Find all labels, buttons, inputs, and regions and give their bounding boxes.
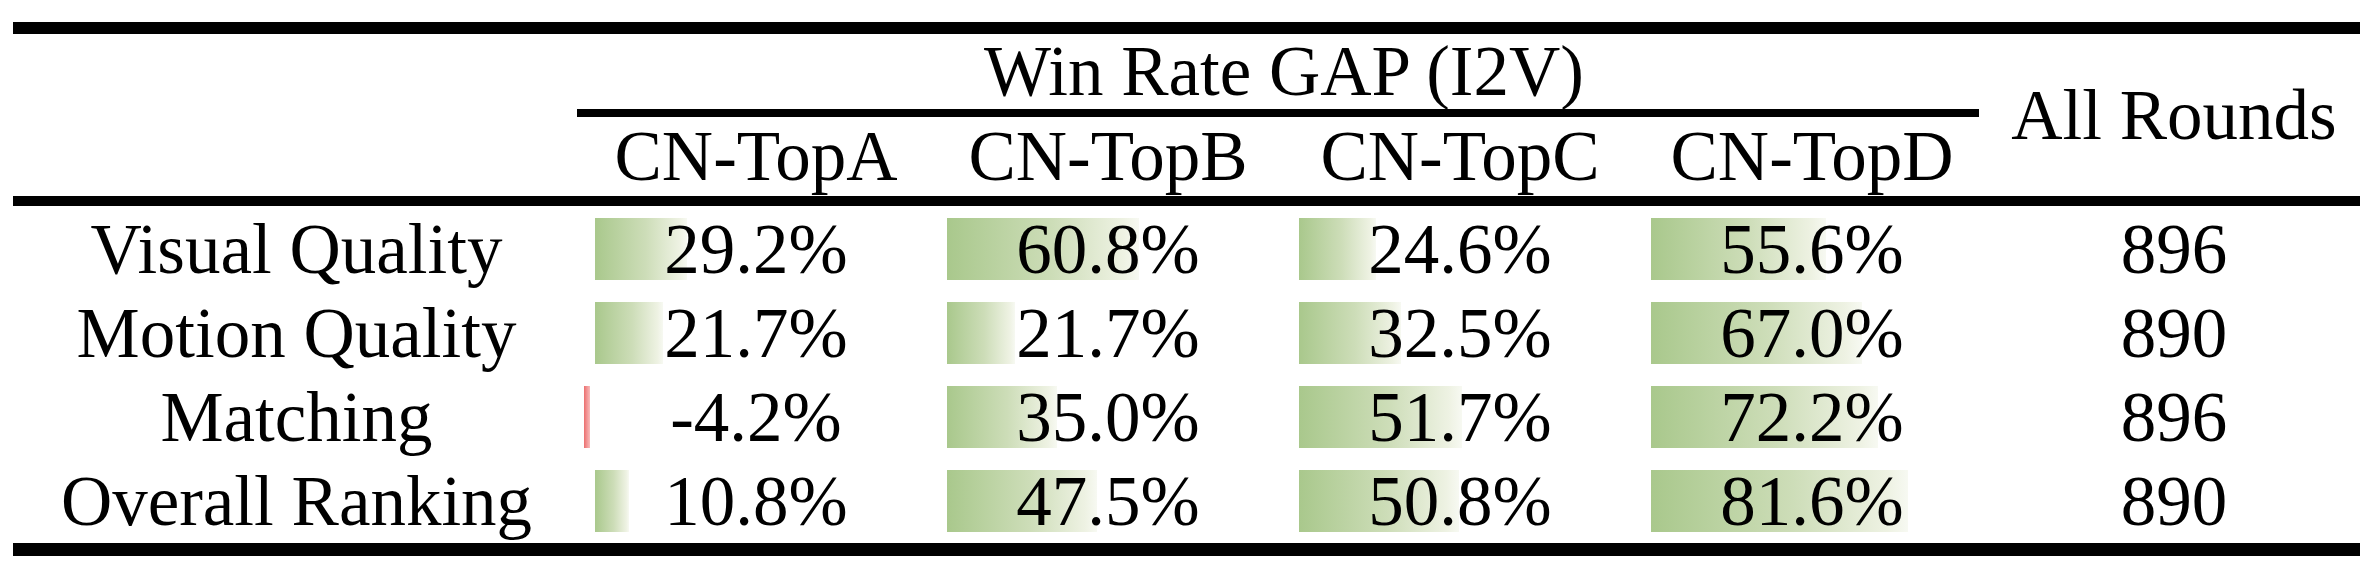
table-row-visual-quality: Visual Quality 29.2% 60.8% 24.6% 55.6% 8… — [13, 207, 2360, 291]
table-rule-under-group-header — [577, 109, 1979, 117]
table-rule-below-headers — [13, 196, 2360, 206]
value-cell: 67.0% — [1636, 291, 1988, 375]
value-text: 10.8% — [664, 466, 847, 537]
header-spacer — [13, 117, 580, 196]
value-text: 55.6% — [1720, 214, 1903, 285]
data-bar — [584, 386, 590, 448]
value-text: 72.2% — [1720, 382, 1903, 453]
value-text: 32.5% — [1368, 298, 1551, 369]
header-spacer-right — [1988, 117, 2360, 196]
all-rounds-value: 896 — [1988, 207, 2360, 291]
results-table: Win Rate GAP (I2V) All Rounds CN-TopA CN… — [0, 0, 2374, 570]
data-bar — [595, 302, 663, 364]
header-spacer — [13, 34, 580, 109]
column-header-cn-topc: CN-TopC — [1284, 117, 1636, 196]
value-cell: 29.2% — [580, 207, 932, 291]
group-header-win-rate-gap: Win Rate GAP (I2V) — [580, 34, 1988, 109]
value-text: 51.7% — [1368, 382, 1551, 453]
column-header-cn-topb: CN-TopB — [932, 117, 1284, 196]
value-cell: 10.8% — [580, 459, 932, 543]
value-cell: 81.6% — [1636, 459, 1988, 543]
all-rounds-value: 890 — [1988, 459, 2360, 543]
table-row-matching: Matching -4.2% 35.0% 51.7% 72.2% 896 — [13, 375, 2360, 459]
data-bar — [595, 470, 629, 532]
value-text: 24.6% — [1368, 214, 1551, 285]
row-label: Overall Ranking — [13, 459, 580, 543]
value-text: 21.7% — [1016, 298, 1199, 369]
value-cell: 21.7% — [932, 291, 1284, 375]
value-text: 81.6% — [1720, 466, 1903, 537]
value-text: 35.0% — [1016, 382, 1199, 453]
data-bar — [1299, 218, 1376, 280]
column-header-row: CN-TopA CN-TopB CN-TopC CN-TopD — [13, 117, 2360, 196]
row-label: Matching — [13, 375, 580, 459]
value-text: 67.0% — [1720, 298, 1903, 369]
value-cell: 72.2% — [1636, 375, 1988, 459]
value-cell: 55.6% — [1636, 207, 1988, 291]
value-cell: 21.7% — [580, 291, 932, 375]
value-text: 21.7% — [664, 298, 847, 369]
value-text: -4.2% — [670, 382, 842, 453]
value-cell: 32.5% — [1284, 291, 1636, 375]
value-text: 29.2% — [664, 214, 847, 285]
value-cell: 50.8% — [1284, 459, 1636, 543]
all-rounds-value: 890 — [1988, 291, 2360, 375]
value-cell: 60.8% — [932, 207, 1284, 291]
value-cell: 35.0% — [932, 375, 1284, 459]
table-row-motion-quality: Motion Quality 21.7% 21.7% 32.5% 67.0% 8… — [13, 291, 2360, 375]
data-bar — [947, 302, 1015, 364]
all-rounds-value: 896 — [1988, 375, 2360, 459]
value-text: 60.8% — [1016, 214, 1199, 285]
column-header-cn-topd: CN-TopD — [1636, 117, 1988, 196]
value-cell: 47.5% — [932, 459, 1284, 543]
row-label: Visual Quality — [13, 207, 580, 291]
table-rule-bottom — [13, 543, 2360, 556]
column-header-cn-topa: CN-TopA — [580, 117, 932, 196]
value-cell: 51.7% — [1284, 375, 1636, 459]
value-text: 47.5% — [1016, 466, 1199, 537]
value-cell: 24.6% — [1284, 207, 1636, 291]
table-row-overall-ranking: Overall Ranking 10.8% 47.5% 50.8% 81.6% … — [13, 459, 2360, 543]
row-label: Motion Quality — [13, 291, 580, 375]
value-text: 50.8% — [1368, 466, 1551, 537]
value-cell: -4.2% — [580, 375, 932, 459]
